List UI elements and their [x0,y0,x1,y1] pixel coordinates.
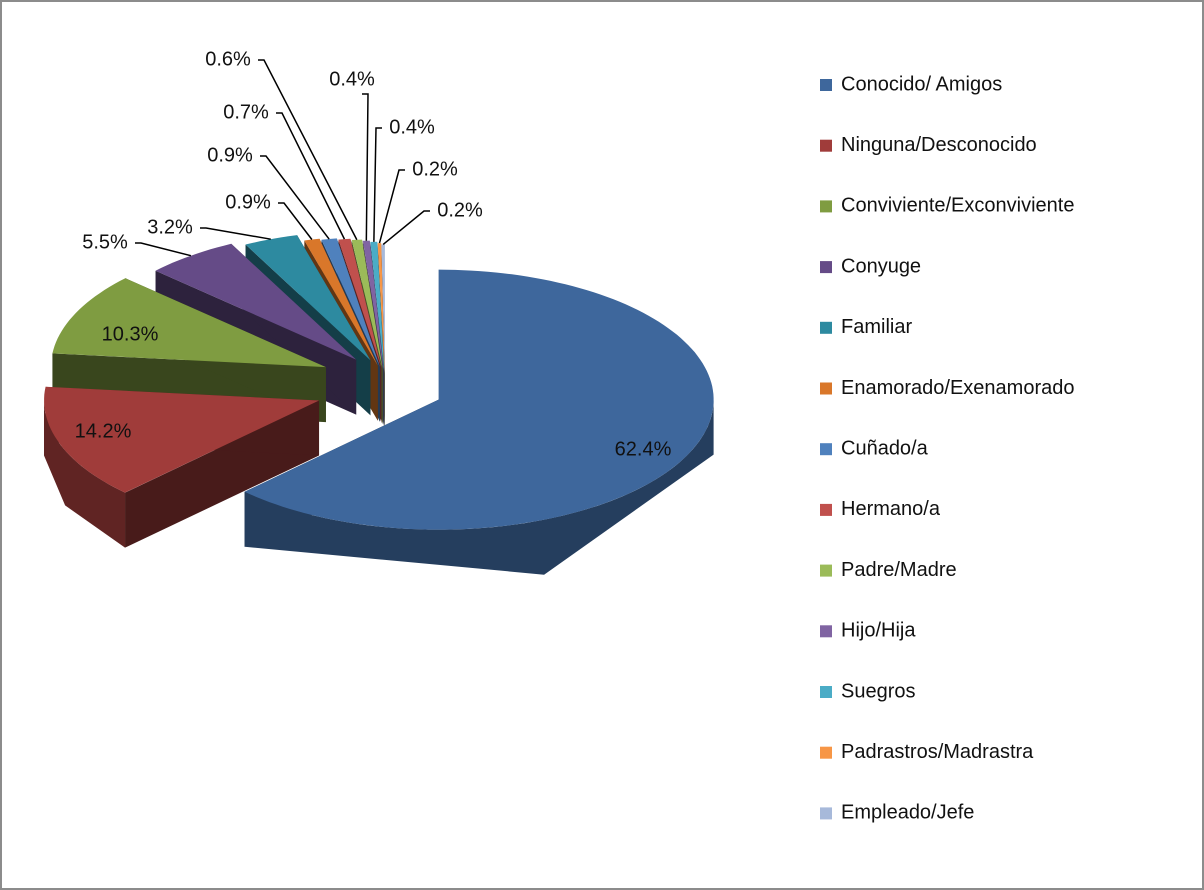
data-label: 0.2% [437,199,483,221]
legend-label: Empleado/Jefe [841,802,974,824]
slice [52,278,326,368]
legend-swatch [820,321,832,334]
legend-label: Padre/Madre [841,559,957,581]
leader-line [258,59,358,241]
legend-swatch [820,139,832,152]
leader-line [135,242,192,257]
slice [304,238,378,366]
legend-label: Familiar [841,316,912,338]
legend-label: Ninguna/Desconocido [841,134,1037,156]
legend-swatch [820,564,832,577]
legend-label: Padrastros/Madrastra [841,741,1034,763]
data-label: 14.2% [75,420,132,442]
data-label: 0.2% [412,158,458,180]
leader-line [382,210,430,245]
slice [245,235,371,361]
data-label: 0.4% [329,68,375,90]
legend-swatch [820,625,832,638]
slice [44,386,320,548]
legend-swatch [820,746,832,759]
leader-line [362,93,369,241]
slice [362,240,384,371]
slice-side [244,399,714,575]
legend-label: Hermano/a [841,498,941,520]
legend-swatch [820,443,832,456]
legend-label: Conyuge [841,255,921,277]
legend-swatch [820,200,832,213]
data-label: 0.4% [389,116,435,138]
legend-swatch [820,382,832,395]
data-label: 10.3% [102,323,159,345]
leader-line [200,227,271,240]
leader-line [260,155,330,240]
leader-line [378,169,405,244]
legend-swatch [820,807,832,820]
legend-label: Conocido/ Amigos [841,73,1002,95]
slice [351,239,383,370]
leader-line [373,127,382,242]
legend-label: Cuñado/a [841,437,929,459]
data-label: 0.9% [207,144,253,166]
slice [377,243,385,374]
slice [321,238,380,367]
leader-line [278,202,313,240]
data-label: 3.2% [147,216,193,238]
data-label: 62.4% [615,438,672,460]
data-label: 0.6% [205,48,251,70]
slice-side [44,400,125,548]
leader-line [276,112,346,240]
legend-swatch [820,79,832,91]
slice [155,243,357,360]
data-label: 0.7% [223,101,269,123]
legend-label: Enamorado/Exenamorado [841,377,1074,399]
data-label: 0.9% [225,191,271,213]
data-label: 5.5% [82,231,128,253]
slice [381,244,385,375]
legend-swatch [820,261,832,274]
legend-label: Hijo/Hija [841,620,916,642]
slice [44,386,320,493]
legend-swatch [820,686,832,698]
slice [244,269,714,575]
slice [338,238,382,368]
legend-label: Suegros [841,680,916,702]
slice [370,241,385,372]
legend-swatch [820,503,832,516]
slice [244,269,714,530]
legend-label: Conviviente/Exconviviente [841,195,1074,217]
